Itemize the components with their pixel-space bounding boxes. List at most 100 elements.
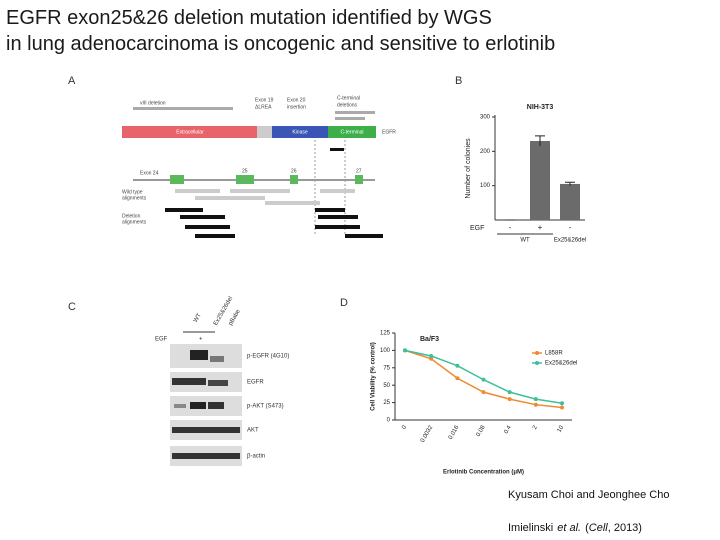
point	[560, 401, 564, 406]
authors: Kyusam Choi and Jeonghee Cho	[508, 489, 669, 501]
point	[481, 377, 486, 382]
domain-label: Extracellular	[176, 129, 204, 135]
track-label: alignments	[122, 219, 147, 225]
exon	[355, 175, 363, 184]
domain	[328, 126, 376, 138]
egf-label: EGF	[155, 337, 168, 343]
blot-label: β-actin	[247, 454, 265, 460]
point	[403, 348, 407, 353]
blot-label: p-EGFR (4G10)	[247, 354, 289, 360]
bar	[530, 141, 550, 220]
x-tick-label: -	[569, 223, 572, 232]
del-reads	[165, 208, 383, 238]
citation-part: Imielinski	[508, 522, 553, 534]
bar	[330, 148, 344, 151]
label: vIII deletion	[140, 100, 166, 106]
label: Exon 20	[287, 97, 306, 103]
bar	[133, 107, 233, 110]
domain	[122, 126, 257, 138]
point	[533, 397, 538, 402]
chart-title: Ba/F3	[420, 336, 439, 343]
point	[429, 353, 434, 358]
panel-a: vIII deletion Exon 19 ΔLREA Exon 20 inse…	[122, 95, 396, 238]
y-tick-label: 25	[383, 400, 390, 406]
citation-part: (	[585, 522, 589, 534]
lane-label: WT	[193, 312, 203, 323]
point	[560, 405, 564, 410]
legend-label: L858R	[545, 351, 563, 357]
y-tick-label: 125	[380, 331, 391, 337]
domain	[257, 126, 272, 138]
y-tick-label: 100	[480, 183, 491, 189]
exon	[290, 175, 298, 184]
panel-c: WT Ex25&26del pBabe EGF + p-EGFR (4G10) …	[155, 296, 289, 466]
domain	[272, 126, 328, 138]
panel-label: D	[340, 297, 348, 309]
x-tick-label: 10	[557, 424, 566, 433]
x-tick-label: 0.0032	[420, 424, 435, 443]
x-tick-label: -	[509, 223, 512, 232]
track-label: alignments	[122, 195, 147, 201]
y-tick-label: 0	[387, 418, 391, 424]
panel-label: C	[68, 301, 76, 313]
x-label: EGF	[470, 225, 484, 232]
legend-marker	[535, 361, 539, 365]
label: deletions	[337, 102, 358, 108]
y-label: Number of colonies	[465, 138, 472, 199]
exon-label: Exon 24	[140, 170, 159, 176]
domain-label: Kinase	[292, 129, 308, 135]
domain-label: C-terminal	[340, 129, 363, 135]
exon	[170, 175, 184, 184]
lane-label: pBabe	[228, 308, 242, 327]
point	[429, 356, 434, 361]
point	[507, 397, 512, 402]
x-tick-label: 2	[532, 424, 539, 430]
blot-label: p-AKT (S473)	[247, 404, 284, 410]
title: EGFR exon25&26 deletion mutation identif…	[6, 7, 492, 29]
y-label: Cell Viability (% control)	[371, 342, 377, 411]
point	[455, 363, 460, 368]
bar	[335, 117, 365, 120]
track-label: Deletion	[122, 213, 141, 219]
label: insertion	[287, 104, 306, 110]
x-tick-label: +	[538, 223, 543, 232]
blot-label: EGFR	[247, 380, 264, 386]
y-tick-label: 200	[480, 149, 491, 155]
label: Exon 19	[255, 97, 274, 103]
citation-part: , 2013)	[608, 522, 642, 534]
y-tick-label: 50	[383, 383, 390, 389]
bar	[560, 183, 580, 220]
y-tick-label: 300	[480, 115, 491, 121]
legend-label: Ex25&26del	[545, 361, 577, 367]
citation-part: Cell	[589, 522, 609, 534]
egf-sign: +	[199, 337, 203, 343]
gene-label: EGFR	[382, 129, 396, 135]
x-tick-label: 0.016	[448, 424, 461, 441]
group-label: Ex25&26del	[554, 238, 586, 244]
exon	[236, 175, 254, 184]
point	[507, 390, 512, 395]
y-tick-label: 75	[383, 365, 390, 371]
blots	[170, 344, 242, 466]
point	[481, 390, 486, 395]
group-label: WT	[520, 238, 530, 244]
panel-label: A	[68, 75, 76, 87]
panel-label: B	[455, 75, 462, 87]
label: ΔLREA	[255, 104, 272, 110]
x-label: Erlotinib Concentration (μM)	[443, 470, 524, 476]
wt-reads	[175, 189, 355, 205]
y-tick-label: 100	[380, 348, 391, 354]
blot-label: AKT	[247, 428, 259, 434]
point	[455, 376, 460, 381]
exon-label: 26	[291, 168, 297, 174]
exon-label: 27	[356, 168, 362, 174]
citation-part: et al.	[557, 522, 581, 534]
x-tick-label: 0	[401, 424, 408, 430]
x-tick-label: 0.08	[476, 424, 487, 438]
title: in lung adenocarcinoma is oncogenic and …	[6, 33, 555, 55]
legend-marker	[535, 351, 539, 355]
point	[533, 402, 538, 407]
x-tick-label: 0.4	[503, 424, 513, 435]
track-label: Wild type	[122, 189, 143, 195]
